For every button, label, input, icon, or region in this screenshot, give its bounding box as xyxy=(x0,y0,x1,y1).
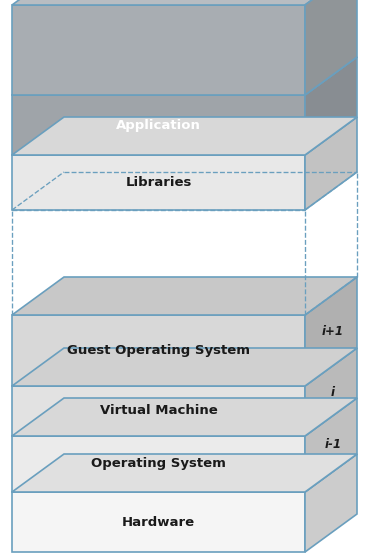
Polygon shape xyxy=(12,492,305,552)
Polygon shape xyxy=(12,57,357,95)
Text: i: i xyxy=(331,386,335,398)
Text: Libraries: Libraries xyxy=(125,176,192,189)
Polygon shape xyxy=(305,0,357,95)
Polygon shape xyxy=(12,398,357,436)
Polygon shape xyxy=(12,436,305,492)
Polygon shape xyxy=(12,117,357,155)
Text: i+1: i+1 xyxy=(322,325,344,338)
Polygon shape xyxy=(305,454,357,552)
Text: Hardware: Hardware xyxy=(122,516,195,528)
Polygon shape xyxy=(305,277,357,386)
Polygon shape xyxy=(12,315,305,386)
Polygon shape xyxy=(12,454,357,492)
Text: Guest Operating System: Guest Operating System xyxy=(67,344,250,357)
Text: i-1: i-1 xyxy=(324,439,341,451)
Polygon shape xyxy=(12,386,305,436)
Polygon shape xyxy=(12,348,357,386)
Text: Virtual Machine: Virtual Machine xyxy=(100,405,217,417)
Polygon shape xyxy=(305,348,357,436)
Polygon shape xyxy=(12,5,305,95)
Polygon shape xyxy=(305,117,357,210)
Text: Application: Application xyxy=(116,118,201,132)
Polygon shape xyxy=(12,95,305,155)
Polygon shape xyxy=(305,57,357,155)
Polygon shape xyxy=(12,155,305,210)
Polygon shape xyxy=(12,277,357,315)
Text: Operating System: Operating System xyxy=(91,458,226,470)
Polygon shape xyxy=(305,398,357,492)
Polygon shape xyxy=(12,0,357,5)
